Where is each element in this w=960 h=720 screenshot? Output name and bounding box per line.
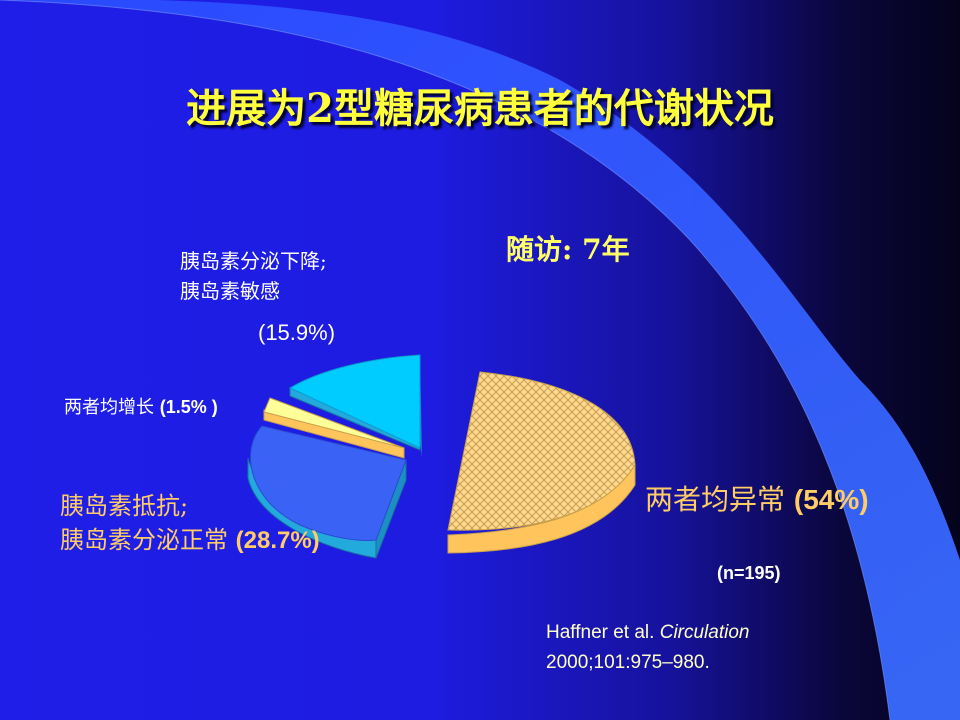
label-both-abnormal: 两者均异常 (54%) xyxy=(645,478,869,518)
label-secretion-decrease-line2: 胰岛素敏感 xyxy=(180,279,280,303)
reference-journal: Circulation xyxy=(659,622,750,643)
pie-slice-both-increase xyxy=(263,397,405,459)
label-both-abnormal-pct: (54%) xyxy=(793,484,869,515)
label-insulin-resistance-line1: 胰岛素抵抗; xyxy=(60,492,189,520)
sample-size-label: (n=195) xyxy=(717,563,781,583)
label-insulin-resistance-line2: 胰岛素分泌正常 (28.7%) xyxy=(60,520,320,555)
reference-line1: Haffner et al. Circulation xyxy=(546,622,749,644)
reference-line2: 2000;101:975–980. xyxy=(546,652,710,673)
label-both-increase: 两者均增长 (1.5% ) xyxy=(64,393,218,419)
label-insulin-resistance-text: 胰岛素分泌正常 xyxy=(60,526,236,554)
label-both-abnormal-text: 两者均异常 xyxy=(645,483,794,516)
label-both-increase-pct: (1.5% ) xyxy=(159,397,218,417)
pie-slice-both-abnormal xyxy=(447,371,636,554)
label-insulin-resistance-pct: (28.7%) xyxy=(235,527,320,554)
pie-slice-secretion-decrease xyxy=(288,354,422,458)
pie-slice-insulin-resistance xyxy=(247,425,407,559)
slide-title: 进展为2型糖尿病患者的代谢状况 xyxy=(186,85,774,132)
label-both-increase-text: 两者均增长 xyxy=(64,397,160,418)
reference-authors: Haffner et al. xyxy=(546,622,655,643)
label-secretion-decrease-line1: 胰岛素分泌下降; xyxy=(180,249,327,273)
followup-label: 随访: 7年 xyxy=(506,233,630,266)
label-secretion-decrease-pct: (15.9%) xyxy=(258,320,336,345)
